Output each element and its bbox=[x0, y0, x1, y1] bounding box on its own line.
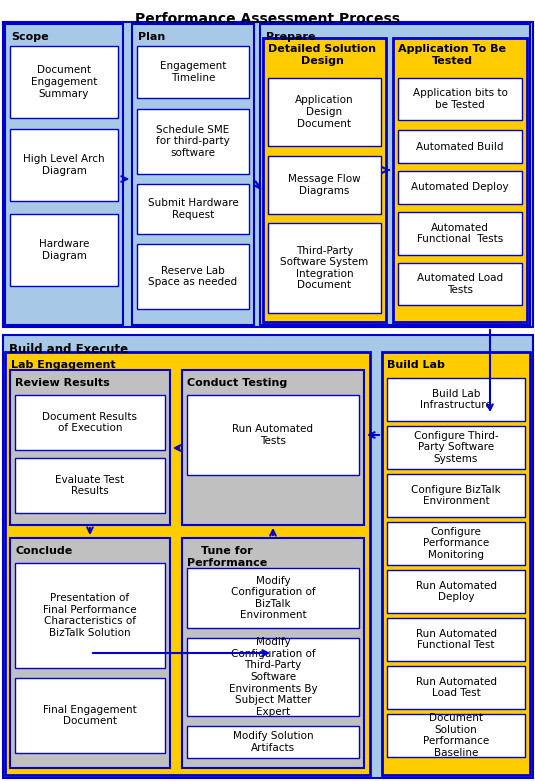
Text: Detailed Solution
Design: Detailed Solution Design bbox=[268, 44, 376, 66]
Text: Automated Build: Automated Build bbox=[416, 141, 504, 152]
Bar bbox=[398, 171, 522, 204]
Text: Automated
Functional  Tests: Automated Functional Tests bbox=[417, 223, 503, 244]
Bar bbox=[137, 109, 249, 174]
Text: High Level Arch
Diagram: High Level Arch Diagram bbox=[23, 154, 105, 176]
Bar bbox=[268, 78, 381, 146]
Text: Evaluate Test
Results: Evaluate Test Results bbox=[56, 475, 125, 496]
Bar bbox=[387, 714, 525, 757]
Text: Conduct Testing: Conduct Testing bbox=[187, 378, 287, 388]
Text: Document Results
of Execution: Document Results of Execution bbox=[42, 412, 137, 433]
Text: Review Results: Review Results bbox=[15, 378, 110, 388]
Bar bbox=[268, 156, 381, 214]
Text: Build Lab: Build Lab bbox=[387, 360, 445, 370]
Bar bbox=[382, 352, 530, 775]
Text: Third-Party
Software System
Integration
Document: Third-Party Software System Integration … bbox=[280, 245, 369, 291]
Text: Schedule SME
for third-party
software: Schedule SME for third-party software bbox=[156, 125, 230, 158]
Bar bbox=[387, 378, 525, 421]
Text: Engagement
Timeline: Engagement Timeline bbox=[160, 61, 226, 83]
Bar bbox=[398, 78, 522, 120]
Text: Build and Execute: Build and Execute bbox=[9, 343, 128, 356]
Text: Tune for
Performance: Tune for Performance bbox=[187, 546, 268, 568]
Text: Automated Load
Tests: Automated Load Tests bbox=[417, 273, 503, 294]
Text: Modify Solution
Artifacts: Modify Solution Artifacts bbox=[233, 731, 314, 753]
Text: Performance Assessment Process: Performance Assessment Process bbox=[135, 12, 400, 26]
Bar bbox=[5, 352, 370, 775]
Bar bbox=[5, 24, 123, 325]
Bar bbox=[10, 538, 170, 768]
Bar bbox=[187, 395, 359, 475]
Bar bbox=[15, 395, 165, 450]
Text: Run Automated
Deploy: Run Automated Deploy bbox=[416, 581, 496, 602]
Text: Build Lab
Infrastructure: Build Lab Infrastructure bbox=[420, 389, 492, 410]
Bar bbox=[182, 538, 364, 768]
Text: Configure BizTalk
Environment: Configure BizTalk Environment bbox=[411, 485, 501, 506]
Text: Lab Engagement: Lab Engagement bbox=[11, 360, 116, 370]
Bar bbox=[137, 46, 249, 98]
Bar bbox=[137, 244, 249, 309]
Text: Hardware
Diagram: Hardware Diagram bbox=[39, 239, 89, 261]
Bar bbox=[263, 38, 386, 322]
Text: Scope: Scope bbox=[11, 32, 49, 42]
Text: Plan: Plan bbox=[138, 32, 165, 42]
Bar bbox=[398, 130, 522, 163]
Bar bbox=[10, 214, 118, 286]
Text: Run Automated
Tests: Run Automated Tests bbox=[233, 424, 314, 446]
Bar bbox=[387, 618, 525, 661]
Text: Submit Hardware
Request: Submit Hardware Request bbox=[148, 198, 239, 219]
Bar bbox=[15, 563, 165, 668]
Bar bbox=[387, 666, 525, 709]
Bar bbox=[398, 212, 522, 255]
Bar bbox=[137, 184, 249, 234]
Text: Document
Solution
Performance
Baseline: Document Solution Performance Baseline bbox=[423, 713, 489, 758]
Text: Message Flow
Diagrams: Message Flow Diagrams bbox=[288, 174, 361, 196]
Bar bbox=[132, 24, 254, 325]
Text: Automated Deploy: Automated Deploy bbox=[411, 183, 509, 192]
Bar bbox=[10, 370, 170, 525]
Bar bbox=[187, 568, 359, 628]
Text: Modify
Configuration of
Third-Party
Software
Environments By
Subject Matter
Expe: Modify Configuration of Third-Party Soft… bbox=[228, 637, 317, 717]
Bar bbox=[3, 22, 533, 327]
Bar bbox=[268, 223, 381, 313]
Bar bbox=[398, 263, 522, 305]
Bar bbox=[10, 129, 118, 201]
Text: Conclude: Conclude bbox=[15, 546, 72, 556]
Bar bbox=[387, 474, 525, 517]
Bar bbox=[187, 638, 359, 716]
Bar bbox=[3, 335, 533, 778]
Bar bbox=[15, 458, 165, 513]
Bar bbox=[15, 678, 165, 753]
Text: Run Automated
Load Test: Run Automated Load Test bbox=[416, 676, 496, 698]
Text: Configure Third-
Party Software
Systems: Configure Third- Party Software Systems bbox=[414, 431, 498, 464]
Bar bbox=[387, 522, 525, 565]
Bar bbox=[260, 24, 530, 325]
Text: Application bits to
be Tested: Application bits to be Tested bbox=[412, 88, 507, 110]
Bar bbox=[10, 46, 118, 118]
Text: Document
Engagement
Summary: Document Engagement Summary bbox=[31, 66, 97, 98]
Text: Application
Design
Document: Application Design Document bbox=[295, 95, 354, 129]
Bar bbox=[387, 426, 525, 469]
Text: Configure
Performance
Monitoring: Configure Performance Monitoring bbox=[423, 527, 489, 560]
Text: Prepare: Prepare bbox=[266, 32, 316, 42]
Text: Reserve Lab
Space as needed: Reserve Lab Space as needed bbox=[148, 266, 238, 287]
Bar bbox=[187, 726, 359, 758]
Bar bbox=[387, 570, 525, 613]
Text: Presentation of
Final Performance
Characteristics of
BizTalk Solution: Presentation of Final Performance Charac… bbox=[43, 593, 137, 638]
Text: Final Engagement
Document: Final Engagement Document bbox=[43, 704, 137, 726]
Text: Application To Be
Tested: Application To Be Tested bbox=[398, 44, 506, 66]
Bar bbox=[393, 38, 527, 322]
Bar bbox=[182, 370, 364, 525]
Text: Modify
Configuration of
BizTalk
Environment: Modify Configuration of BizTalk Environm… bbox=[231, 576, 315, 620]
Text: Run Automated
Functional Test: Run Automated Functional Test bbox=[416, 629, 496, 651]
